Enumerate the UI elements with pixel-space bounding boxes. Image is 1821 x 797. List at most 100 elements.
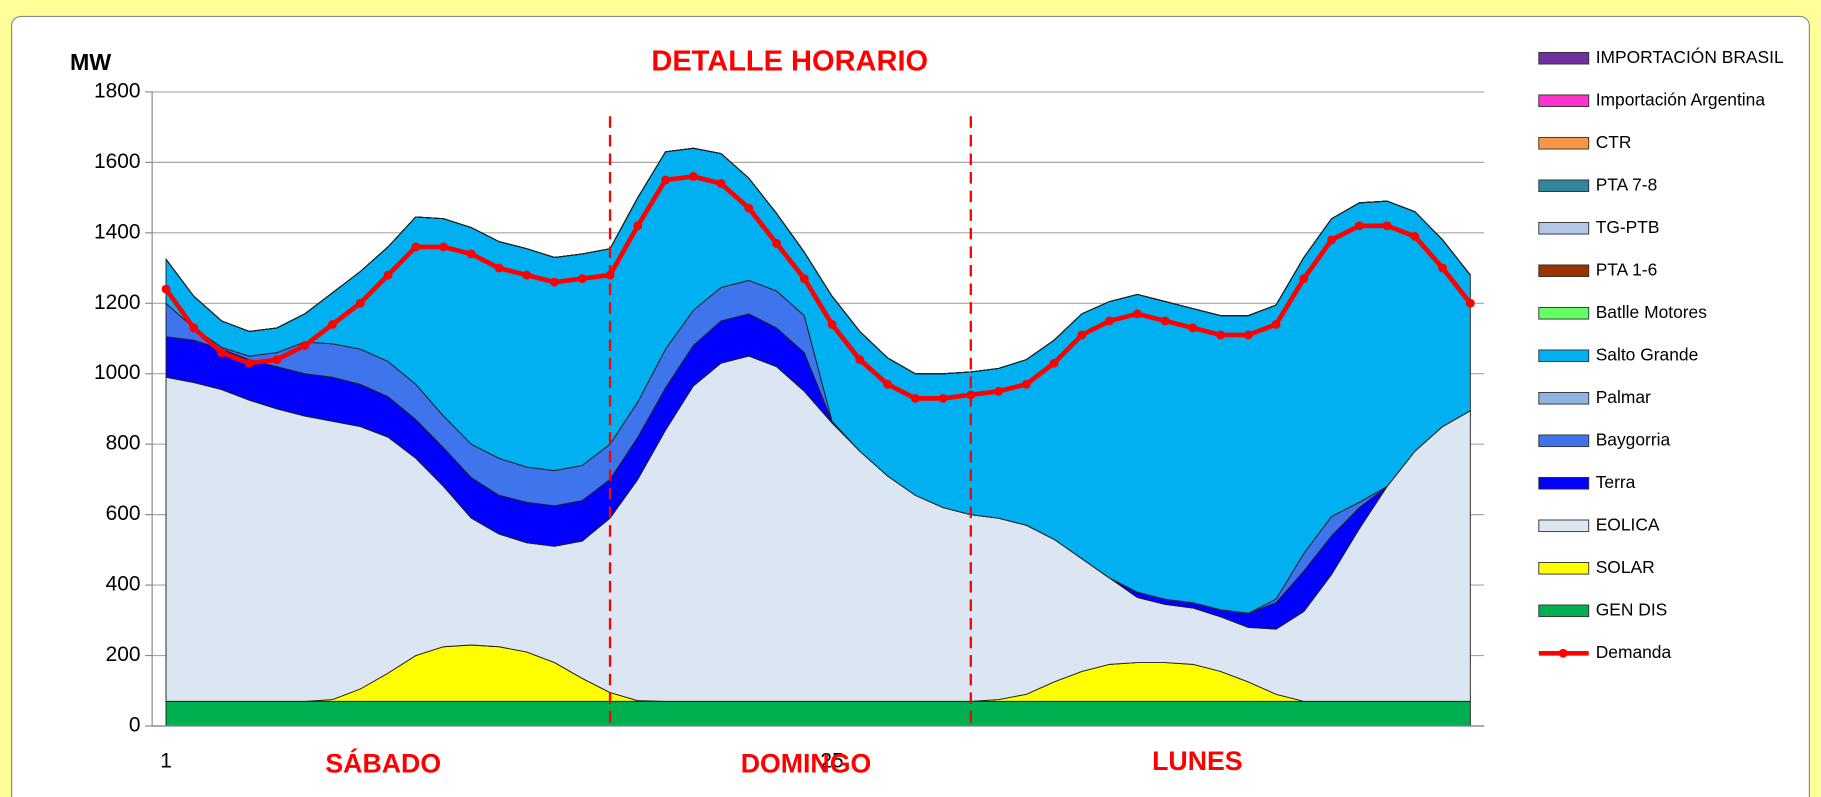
legend-swatch — [1538, 562, 1590, 575]
line-marker — [244, 358, 254, 368]
line-marker — [577, 274, 587, 284]
line-marker — [772, 238, 781, 248]
x-tick-label: 25 — [820, 750, 843, 773]
legend-swatch — [1538, 221, 1590, 235]
chart-title: DETALLE HORARIO — [651, 46, 928, 78]
legend-label: Palmar — [1596, 387, 1651, 407]
legend-swatch — [1538, 477, 1590, 490]
legend-label: IMPORTACIÓN BRASIL — [1596, 47, 1784, 67]
line-marker — [189, 323, 199, 333]
annotation: DOMINGO — [741, 749, 872, 779]
legend-label: Terra — [1596, 472, 1636, 492]
line-marker — [1160, 316, 1170, 326]
area — [165, 147, 1471, 375]
line-marker — [716, 179, 726, 188]
legend-swatch — [1538, 349, 1590, 363]
legend-label: Salto Grande — [1596, 344, 1699, 364]
line-marker — [1077, 330, 1087, 340]
line-marker — [522, 270, 532, 280]
y-tick-label: 600 — [106, 502, 141, 525]
line-marker — [439, 242, 448, 252]
line-marker — [744, 203, 754, 213]
legend-label: PTA 7-8 — [1596, 174, 1658, 194]
line-marker — [272, 355, 282, 365]
line-marker — [161, 284, 171, 294]
y-tick-label: 1800 — [94, 79, 140, 102]
annotation: LUNES — [1152, 746, 1243, 776]
line-marker — [1438, 263, 1447, 273]
line-marker — [1216, 330, 1225, 340]
y-tick-label: 200 — [106, 643, 141, 666]
y-tick-label: 1200 — [94, 291, 140, 314]
legend-label: Batlle Motores — [1596, 302, 1708, 322]
y-tick-label: 400 — [106, 573, 141, 596]
line-marker — [466, 249, 476, 259]
line-marker — [883, 379, 892, 389]
line-marker — [355, 298, 365, 308]
legend-swatch — [1558, 648, 1568, 658]
line-marker — [661, 175, 670, 185]
legend-label: TG-PTB — [1596, 217, 1660, 237]
annotation: SÁBADO — [325, 748, 441, 779]
line-marker — [1299, 274, 1309, 284]
y-axis-label: MW — [70, 49, 111, 75]
legend-swatch — [1538, 94, 1590, 108]
legend-label: GEN DIS — [1596, 599, 1668, 619]
line-marker — [1410, 231, 1420, 241]
line-marker — [494, 263, 504, 273]
legend-label: Baygorria — [1596, 429, 1671, 449]
legend-swatch — [1538, 264, 1590, 278]
line-marker — [1188, 323, 1198, 333]
line-marker — [217, 348, 226, 358]
legend-swatch — [1538, 434, 1590, 448]
legend-label: Demanda — [1596, 642, 1672, 662]
line-marker — [633, 221, 643, 231]
y-tick-label: 1600 — [94, 150, 140, 173]
line-marker — [1465, 298, 1475, 308]
legend-swatch — [1538, 519, 1590, 533]
y-tick-label: 1000 — [94, 361, 140, 384]
line-marker — [1243, 330, 1253, 340]
line-marker — [411, 242, 421, 252]
line-marker — [300, 341, 310, 350]
y-tick-label: 0 — [129, 714, 141, 737]
legend-swatch — [1538, 136, 1590, 150]
legend-swatch — [1538, 391, 1590, 405]
line-marker — [799, 274, 809, 284]
line-marker — [938, 393, 948, 403]
legend-label: CTR — [1596, 132, 1632, 152]
line-marker — [827, 319, 837, 329]
line-marker — [550, 277, 559, 287]
y-tick-label: 1400 — [94, 220, 140, 243]
legend-label: SOLAR — [1596, 557, 1655, 577]
x-tick-label: 1 — [160, 750, 172, 773]
line-marker — [1327, 235, 1336, 245]
line-marker — [328, 319, 337, 329]
line-marker — [1132, 309, 1142, 319]
line-marker — [994, 386, 1003, 396]
legend-swatch — [1538, 306, 1590, 320]
area — [165, 700, 1471, 727]
lines — [161, 116, 1475, 727]
legend-swatch — [1538, 179, 1590, 193]
line-marker — [1354, 221, 1364, 231]
line-marker — [1382, 221, 1392, 231]
legend-swatch — [1538, 51, 1590, 65]
axes: 0 200 400 600 800 1000 1200 1400 1600 1800 1 25 — [94, 79, 1485, 773]
line-marker — [855, 355, 865, 365]
line-marker — [1049, 358, 1059, 368]
y-tick-label: 800 — [106, 432, 141, 455]
line-marker — [1271, 319, 1281, 329]
line — [164, 174, 1473, 401]
line-marker — [910, 393, 920, 403]
line-marker — [688, 172, 698, 181]
legend-swatch — [1538, 604, 1590, 618]
line-marker — [966, 390, 976, 400]
line-marker — [1105, 316, 1114, 326]
line-marker — [383, 270, 393, 280]
legend-label: EOLICA — [1596, 514, 1660, 534]
legend: IMPORTACIÓN BRASIL Importación Argentina C… — [1538, 47, 1784, 662]
line-marker — [1021, 379, 1031, 389]
legend-label: Importación Argentina — [1596, 89, 1766, 109]
